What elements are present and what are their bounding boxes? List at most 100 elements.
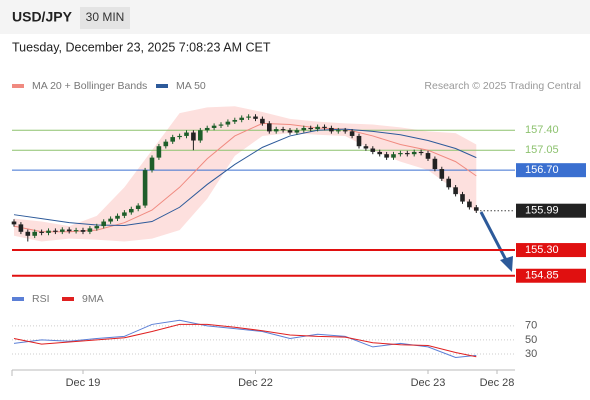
candle-body [239,117,244,120]
candle-body [204,127,210,131]
candle-body [218,124,224,126]
interval[interactable]: 30 MIN [86,10,125,24]
x-tick-label: Dec 22 [238,377,273,389]
candle-body [66,229,72,232]
level-label: 156.70 [525,164,559,176]
candle-body [163,141,169,147]
forecast-arrow [479,211,509,263]
candle-body [425,153,431,159]
level-label: 155.99 [525,205,559,217]
candle-body [432,158,438,170]
candle-body [287,130,293,133]
candle-body [474,207,479,211]
y-tick-label: 30 [525,348,537,360]
legend-label: MA 20 + Bollinger Bands [32,80,147,92]
candle-body [32,231,37,236]
candle-body [253,116,258,119]
candle-body [329,127,334,132]
candle-body [211,125,217,128]
candle-body [60,229,65,232]
candle-body [184,132,189,136]
moving-average [13,122,477,233]
candle-body [336,130,341,132]
level-label: 154.85 [525,270,559,282]
candle-body [177,135,182,138]
candle-body [115,215,120,219]
candle-body [80,230,86,232]
x-tick-label: Dec 28 [480,377,515,389]
moving-average [13,128,477,227]
candle-body [349,131,355,136]
candle-body [308,127,313,130]
candle-body [156,146,162,158]
candle-body [453,187,458,195]
candle-body [149,157,155,171]
level-box [516,163,586,178]
candle-body [315,126,320,130]
candle-body [53,230,58,232]
level-label: 155.30 [525,244,559,256]
candle-body [294,130,300,133]
level-box [516,243,586,258]
y-tick-label: 70 [525,320,537,332]
candle-body [391,154,396,158]
candle-body [225,121,231,125]
credit: Research © 2025 Trading Central [424,80,581,92]
candle-body [122,212,127,216]
candle-body [267,123,272,132]
candle-body [101,221,106,227]
indicator-line [13,319,477,358]
y-tick-label: 50 [525,334,537,346]
candle-body [246,116,251,118]
candle-body [370,148,376,152]
candle-body [342,130,348,132]
candle-body [405,153,410,155]
level-label: 157.05 [525,144,559,156]
legend-label: MA 50 [176,80,206,92]
interval-box[interactable] [80,7,130,29]
candle-body [363,146,369,149]
candle-body [232,119,238,122]
candle-body [191,132,196,141]
level-box [516,203,586,218]
candle-body [398,153,403,155]
candle-body [446,178,451,188]
candle-body [322,126,327,128]
candle-body [108,218,113,222]
candle-body [94,226,100,229]
legend-swatch [12,84,24,88]
x-tick-label: Dec 23 [411,377,446,389]
candle-body [25,231,31,236]
x-tick-label: Dec 19 [66,377,101,389]
candle-body [467,201,472,208]
legend-swatch [12,297,24,301]
candle-body [11,221,17,225]
candle-body [377,151,382,155]
candle-body [46,230,51,233]
candle-body [87,228,93,232]
level-box [516,268,586,283]
candle-body [460,194,465,202]
timestamp: Tuesday, December 23, 2025 7:08:23 AM CE… [12,40,271,54]
forecast-arrow-head [500,256,513,272]
candle-body [260,118,265,124]
candle-body [384,154,389,158]
indicator-line [13,323,477,358]
candle-body [129,208,134,213]
candle-body [439,169,445,179]
legend-swatch [156,84,168,88]
candle-body [198,130,203,141]
legend-label: 9MA [82,293,104,305]
legend-swatch [62,297,74,301]
candle-body [280,129,286,131]
candle-body [418,151,424,154]
candle-body [39,231,44,233]
symbol: USD/JPY [12,9,73,25]
level-label: 157.40 [525,124,559,136]
candle-body [356,135,362,147]
candle-body [73,230,79,232]
legend-label: RSI [32,293,50,305]
candle-body [135,205,141,209]
candle-body [18,224,24,232]
